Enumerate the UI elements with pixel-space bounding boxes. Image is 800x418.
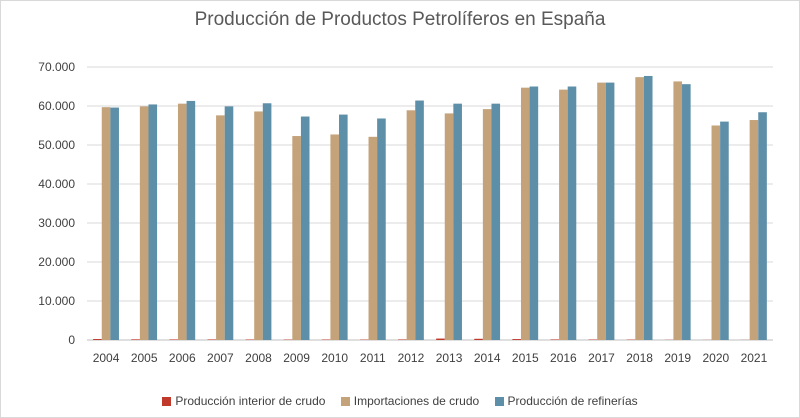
y-tick-label: 0 xyxy=(68,333,75,347)
legend-label-series-0: Producción interior de crudo xyxy=(175,394,326,408)
bars xyxy=(93,75,767,341)
x-tick-label: 2014 xyxy=(474,351,501,365)
bar-series-1-2018 xyxy=(635,77,644,340)
bar-series-2-2014 xyxy=(491,103,501,340)
x-tick-label: 2008 xyxy=(245,351,272,365)
bar-series-1-2017 xyxy=(597,82,606,340)
bar-series-2-2009 xyxy=(300,116,310,340)
bar-series-2-2012 xyxy=(415,100,424,340)
bar-series-1-2004 xyxy=(101,107,111,340)
x-tick-label: 2007 xyxy=(207,351,234,365)
bar-series-0-2004 xyxy=(93,339,102,340)
bar-series-1-2007 xyxy=(216,115,225,340)
x-tick-label: 2009 xyxy=(283,351,310,365)
bar-series-2-2011 xyxy=(377,118,386,340)
bar-series-2-2018 xyxy=(643,75,653,340)
bar-series-1-2013 xyxy=(444,113,454,340)
bar-series-0-2012 xyxy=(398,339,407,340)
x-tick-label: 2020 xyxy=(702,351,729,365)
bar-series-2-2016 xyxy=(567,86,577,340)
bar-series-1-2020 xyxy=(711,125,721,340)
bar-series-0-2006 xyxy=(169,339,178,340)
bar-series-1-2009 xyxy=(292,136,301,340)
bar-series-0-2007 xyxy=(207,339,217,340)
bar-series-1-2011 xyxy=(368,136,378,340)
bar-series-2-2019 xyxy=(682,84,691,340)
y-tick-label: 20.000 xyxy=(38,255,75,269)
x-tick-label: 2005 xyxy=(131,351,158,365)
bar-series-2-2008 xyxy=(262,103,272,341)
legend-item-series-1: Importaciones de crudo xyxy=(340,394,480,408)
bar-series-0-2016 xyxy=(550,339,560,340)
y-tick-label: 70.000 xyxy=(38,60,75,74)
legend-swatch-series-1 xyxy=(340,396,350,406)
x-tick-label: 2011 xyxy=(360,351,386,365)
bar-series-0-2008 xyxy=(245,339,255,340)
chart-title: Producción de Productos Petrolíferos en … xyxy=(194,9,606,30)
legend-label-series-1: Importaciones de crudo xyxy=(353,394,480,408)
legend-swatch-series-2 xyxy=(494,396,504,406)
bar-series-1-2006 xyxy=(177,103,187,340)
y-tick-label: 50.000 xyxy=(38,138,75,152)
x-axis-ticks: 2004 2005 2006 2007 2008 2009 2010 2011 2012 2013… xyxy=(93,351,768,365)
bar-series-1-2005 xyxy=(139,106,149,340)
bar-series-1-2014 xyxy=(482,109,492,341)
bar-series-2-2005 xyxy=(148,104,158,340)
bar-series-0-2005 xyxy=(131,339,140,340)
legend-label-series-2: Producción de refinerías xyxy=(507,394,638,408)
bar-series-1-2012 xyxy=(406,110,416,340)
x-tick-label: 2010 xyxy=(321,351,348,365)
bar-series-1-2019 xyxy=(673,81,683,341)
bar-series-2-2007 xyxy=(224,106,234,340)
bar-series-1-2008 xyxy=(254,111,263,341)
x-tick-label: 2015 xyxy=(512,351,539,365)
bar-series-2-2015 xyxy=(529,86,539,340)
bar-series-1-2015 xyxy=(520,87,530,340)
legend-item-series-0: Producción interior de crudo xyxy=(162,394,325,408)
x-tick-label: 2017 xyxy=(588,351,615,365)
bar-series-1-2021 xyxy=(749,120,759,340)
legend-swatch-series-0 xyxy=(162,396,172,406)
x-tick-label: 2018 xyxy=(626,351,653,365)
x-tick-label: 2013 xyxy=(436,351,463,365)
bar-series-2-2021 xyxy=(758,112,767,341)
bar-series-2-2020 xyxy=(720,121,729,340)
bar-series-0-2013 xyxy=(436,338,445,340)
bar-series-0-2014 xyxy=(474,338,483,340)
x-tick-label: 2016 xyxy=(550,351,577,365)
y-tick-label: 40.000 xyxy=(38,177,75,191)
bar-series-1-2016 xyxy=(559,89,568,341)
y-tick-label: 60.000 xyxy=(38,99,75,113)
bar-series-2-2006 xyxy=(186,100,196,341)
y-tick-label: 10.000 xyxy=(38,294,75,308)
y-axis-ticks: 0 10.000 20.000 30.000 40.000 50.000 60.000 70.… xyxy=(38,60,75,347)
y-tick-label: 30.000 xyxy=(38,216,75,230)
legend: Producción interior de crudo Importacion… xyxy=(0,394,800,409)
x-tick-label: 2004 xyxy=(93,351,120,365)
x-tick-label: 2019 xyxy=(664,351,691,365)
x-tick-label: 2006 xyxy=(169,351,196,365)
x-tick-label: 2012 xyxy=(398,351,425,365)
bar-series-2-2013 xyxy=(453,103,462,340)
bar-series-1-2010 xyxy=(330,134,340,340)
bar-series-2-2004 xyxy=(110,107,119,340)
bar-series-2-2017 xyxy=(605,82,615,340)
legend-item-series-2: Producción de refinerías xyxy=(494,394,638,408)
bar-series-0-2015 xyxy=(512,339,521,340)
bar-series-2-2010 xyxy=(339,114,348,340)
x-tick-label: 2021 xyxy=(741,351,768,365)
gridlines xyxy=(87,66,773,341)
